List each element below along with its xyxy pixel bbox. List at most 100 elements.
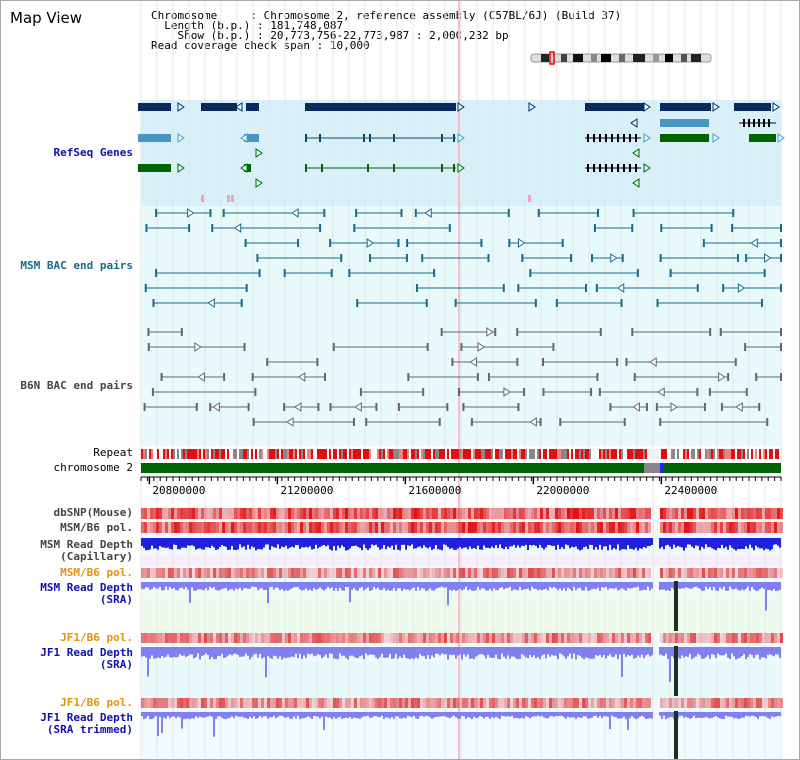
track-label-refseq[interactable]: RefSeq Genes xyxy=(53,146,133,159)
jf1-trimmed-depth-bar xyxy=(513,712,515,719)
jf1-trimmed-depth-bar xyxy=(429,712,431,718)
repeat-bar xyxy=(221,449,223,459)
jf1-b6-pol2-cell xyxy=(534,698,537,708)
msm-b6-pol-cell xyxy=(444,522,447,533)
msm-b6-pol2-cell xyxy=(711,568,714,578)
msm-sra-depth-bar xyxy=(407,582,409,590)
msm-sra-depth-bar xyxy=(335,582,337,589)
ideogram-band xyxy=(541,54,549,62)
msm-b6-pol2-cell xyxy=(303,568,306,578)
msm-sra-depth-bar xyxy=(389,582,391,591)
jf1-b6-pol2-cell xyxy=(552,698,555,708)
track-label-b6n-bac[interactable]: B6N BAC end pairs xyxy=(20,379,133,392)
msm-sra-depth-bar xyxy=(375,582,377,589)
dbsnp-cell xyxy=(282,508,285,519)
jf1-b6-pol2-cell xyxy=(729,698,732,708)
msm-capillary-depth-bar xyxy=(499,538,501,545)
msm-b6-pol-cell xyxy=(312,522,315,533)
msm-b6-pol-cell xyxy=(285,522,288,533)
msm-b6-pol-cell xyxy=(198,522,201,533)
track-label-jf1-read-depth-trimmed[interactable]: JF1 Read Depth (SRA trimmed) xyxy=(40,711,133,736)
msm-capillary-depth-bar xyxy=(695,538,697,546)
msm-b6-pol-cell xyxy=(207,522,210,533)
jf1-b6-pol2-cell xyxy=(531,698,534,708)
b6n-bac-pair-end xyxy=(696,388,699,396)
jf1-b6-pol2-cell xyxy=(309,698,312,708)
jf1-b6-pol2-cell xyxy=(333,698,336,708)
track-label-msm-read-depth-sra[interactable]: MSM Read Depth (SRA) xyxy=(40,581,133,606)
msm-b6-pol-cell xyxy=(381,522,384,533)
track-label-jf1-read-depth-sra[interactable]: JF1 Read Depth (SRA) xyxy=(40,646,133,671)
jf1-sra-depth-bar xyxy=(335,647,337,660)
jf1-b6-pol-cell xyxy=(627,633,630,643)
msm-capillary-depth-bar xyxy=(727,538,729,550)
msm-b6-pol-cell xyxy=(585,522,588,533)
msm-bac-pair-end xyxy=(595,284,598,292)
track-label-repeat[interactable]: Repeat xyxy=(93,446,133,459)
jf1-trimmed-depth-bar xyxy=(479,712,481,717)
msm-sra-depth-bar xyxy=(741,582,743,590)
jf1-b6-pol-cell xyxy=(756,633,759,643)
track-label-msm-read-depth-capillary[interactable]: MSM Read Depth (Capillary) xyxy=(40,538,133,563)
jf1-trimmed-depth-bar xyxy=(743,712,745,718)
msm-b6-pol2-cell xyxy=(273,568,276,578)
msm-capillary-depth-bar xyxy=(601,538,603,550)
msm-capillary-depth-bar xyxy=(739,538,741,550)
repeat-bar xyxy=(173,449,175,459)
msm-b6-pol-cell xyxy=(432,522,435,533)
jf1-b6-pol-cell xyxy=(372,633,375,643)
msm-sra-depth-bar xyxy=(315,582,317,590)
msm-sra-depth-bar xyxy=(381,582,383,591)
track-label-jf1-b6-pol[interactable]: JF1/B6 pol. xyxy=(60,631,133,644)
repeat-bar xyxy=(145,449,147,459)
jf1-b6-pol-cell xyxy=(297,633,300,643)
msm-b6-pol2-cell xyxy=(777,568,780,578)
b6n-bac-pair-end xyxy=(195,403,198,411)
b6n-bac-pair-end xyxy=(316,358,319,366)
jf1-trimmed-depth-bar xyxy=(431,712,433,719)
track-label-dbsnp[interactable]: dbSNP(Mouse) xyxy=(53,506,133,519)
msm-sra-depth-bar xyxy=(191,582,193,588)
jf1-b6-pol-cell xyxy=(291,633,294,643)
b6n-bac-pair-end xyxy=(599,328,602,336)
jf1-trimmed-depth-bar xyxy=(595,712,597,716)
track-label-msm-b6-pol-2[interactable]: MSM/B6 pol. xyxy=(60,566,133,579)
dbsnp-cell xyxy=(393,508,396,519)
msm-sra-depth-bar xyxy=(337,582,339,591)
msm-sra-depth-bar xyxy=(489,582,491,590)
jf1-b6-pol-cell xyxy=(582,633,585,643)
b6n-bac-pair-end xyxy=(598,388,601,396)
track-label-msm-b6-pol[interactable]: MSM/B6 pol. xyxy=(60,521,133,534)
dbsnp-cell xyxy=(609,508,612,519)
jf1-trimmed-depth-bar xyxy=(597,712,599,718)
repeat-bar xyxy=(187,449,189,459)
track-label-msm-bac[interactable]: MSM BAC end pairs xyxy=(20,259,133,272)
msm-bac-pair-end xyxy=(732,209,735,217)
jf1-b6-pol2-cell xyxy=(774,698,777,708)
repeat-bar xyxy=(317,449,319,459)
msm-b6-pol-cell xyxy=(192,522,195,533)
jf1-b6-pol-cell xyxy=(666,633,669,643)
jf1-sra-depth-bar xyxy=(555,647,557,656)
repeat-bar xyxy=(511,449,513,459)
repeat-bar xyxy=(361,449,363,459)
dbsnp-cell xyxy=(483,508,486,519)
jf1-b6-pol-cell xyxy=(678,633,681,643)
repeat-bar xyxy=(631,449,633,459)
msm-bac-pair-end xyxy=(660,224,663,232)
repeat-bar xyxy=(753,449,755,459)
msm-b6-pol-cell xyxy=(174,522,177,533)
jf1-b6-pol2-cell xyxy=(282,698,285,708)
refseq-gene-exon xyxy=(599,134,601,142)
repeat-bar xyxy=(241,449,243,459)
track-label-chromosome[interactable]: chromosome 2 xyxy=(53,461,133,474)
msm-b6-pol2-cell xyxy=(549,568,552,578)
msm-bac-pair-end xyxy=(421,254,424,262)
refseq-gene-exon xyxy=(763,119,765,127)
track-label-jf1-b6-pol-2[interactable]: JF1/B6 pol. xyxy=(60,696,133,709)
jf1-sra-depth-bar xyxy=(747,647,749,657)
jf1-trimmed-depth-bar xyxy=(261,712,263,718)
msm-b6-pol2-cell xyxy=(300,568,303,578)
jf1-sra-depth-bar xyxy=(679,647,681,659)
